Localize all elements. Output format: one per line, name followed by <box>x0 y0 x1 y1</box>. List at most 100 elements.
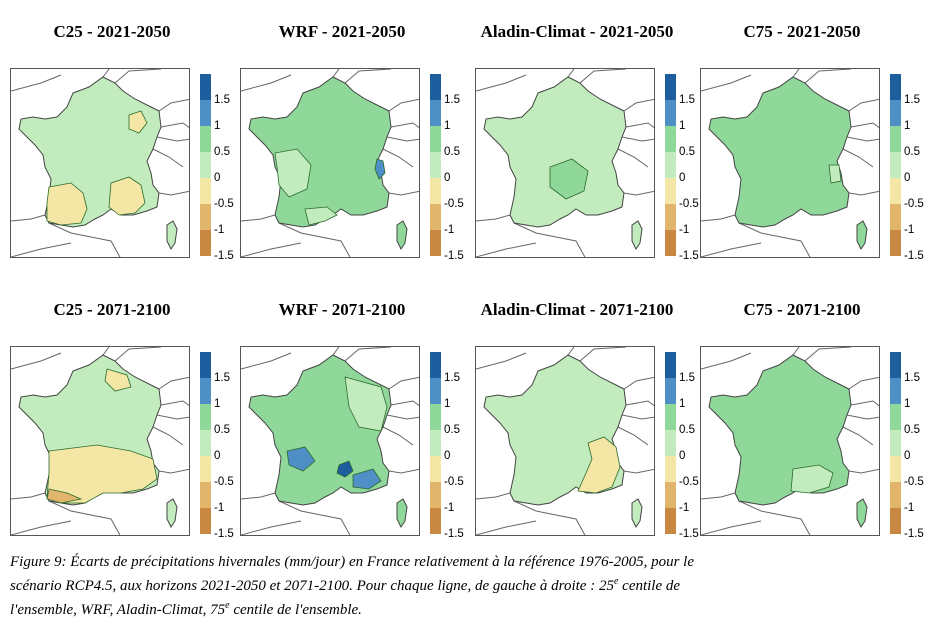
colorbar-segment <box>200 178 211 204</box>
country-border <box>476 74 527 92</box>
france-map <box>240 346 420 536</box>
country-border <box>848 98 879 112</box>
colorbar-segment <box>890 352 901 378</box>
country-border <box>701 214 736 222</box>
country-border <box>158 98 189 112</box>
colorbar-tick-label: -1 <box>679 224 690 236</box>
country-border <box>241 214 276 222</box>
colorbar-tick-label: -0.5 <box>444 476 464 488</box>
figure-caption: Figure 9: Écarts de précipitations hiver… <box>10 553 935 620</box>
country-border <box>156 414 189 420</box>
country-border <box>842 426 874 446</box>
colorbar-segment <box>890 378 901 404</box>
colorbar-tick-label: 0 <box>214 172 221 184</box>
colorbar-segment <box>665 404 676 430</box>
country-border <box>846 136 879 142</box>
country-border <box>850 122 879 129</box>
country-border <box>114 69 162 84</box>
anomaly-region-dry-se <box>108 176 146 216</box>
france-landmass <box>708 76 852 228</box>
country-border <box>701 352 752 370</box>
colorbar-tick-label: 0 <box>679 172 686 184</box>
colorbar-segment <box>430 204 441 230</box>
france-map <box>475 346 655 536</box>
france-map <box>240 68 420 258</box>
anomaly-region-blue-sw <box>286 446 316 472</box>
country-border <box>386 136 419 142</box>
colorbar-segment <box>890 482 901 508</box>
country-border <box>241 352 292 370</box>
panel-title: Aladin-Climat - 2071-2100 <box>480 300 674 319</box>
country-border <box>156 136 189 142</box>
colorbar-tick-label: -0.5 <box>679 476 699 488</box>
country-border <box>332 347 340 356</box>
panel-title: C25 - 2071-2100 <box>53 300 171 319</box>
country-border <box>390 122 419 129</box>
colorbar-segment <box>430 126 441 152</box>
country-border <box>623 468 654 474</box>
colorbar-tick-label: -0.5 <box>904 476 924 488</box>
colorbar-segment <box>200 230 211 256</box>
country-border <box>158 190 189 196</box>
colorbar-segment <box>665 352 676 378</box>
colorbar-segment <box>200 508 211 534</box>
colorbar-tick-label: 1 <box>444 120 451 132</box>
colorbar-tick-label: -1.5 <box>679 528 699 540</box>
country-border <box>804 69 852 84</box>
country-border <box>476 492 511 500</box>
colorbar-segment <box>200 204 211 230</box>
country-border <box>11 242 72 257</box>
anomaly-region-dark-cev <box>336 460 354 478</box>
colorbar-tick-label: 0.5 <box>679 424 695 436</box>
colorbar-tick-label: 1.5 <box>679 94 695 106</box>
country-border <box>842 148 874 168</box>
colorbar-segment <box>890 230 901 256</box>
country-border <box>848 190 879 196</box>
colorbar-tick-label: 0.5 <box>904 424 920 436</box>
panel-title: C25 - 2021-2050 <box>53 22 171 41</box>
country-border <box>623 98 654 112</box>
colorbar-tick-label: -1.5 <box>444 528 464 540</box>
corsica <box>631 220 643 250</box>
colorbar-tick-label: 1.5 <box>214 94 230 106</box>
panel-title: WRF - 2071-2100 <box>278 300 406 319</box>
country-border <box>160 122 189 129</box>
country-border <box>513 222 586 257</box>
colorbar-tick-label: 0 <box>444 450 451 462</box>
france-map <box>10 346 190 536</box>
colorbar <box>430 352 441 534</box>
colorbar-tick-label: 0.5 <box>214 424 230 436</box>
colorbar-segment <box>430 352 441 378</box>
country-border <box>846 414 879 420</box>
country-border <box>48 222 121 257</box>
country-border <box>241 520 302 535</box>
colorbar-tick-label: 1.5 <box>904 94 920 106</box>
colorbar-tick-label: 1 <box>904 120 911 132</box>
colorbar-tick-label: 1.5 <box>444 372 460 384</box>
country-border <box>114 347 162 362</box>
france-map <box>475 68 655 258</box>
anomaly-region-light-se <box>790 464 834 494</box>
colorbar-segment <box>665 152 676 178</box>
colorbar-segment <box>200 74 211 100</box>
colorbar-segment <box>200 152 211 178</box>
country-border <box>278 500 351 535</box>
colorbar-segment <box>890 508 901 534</box>
anomaly-region-blue-e <box>374 158 386 180</box>
colorbar-segment <box>890 404 901 430</box>
colorbar <box>430 74 441 256</box>
caption-line-1: Figure 9: Écarts de précipitations hiver… <box>10 554 695 570</box>
colorbar-tick-label: -0.5 <box>679 198 699 210</box>
colorbar-tick-label: -1.5 <box>904 528 924 540</box>
colorbar-segment <box>200 456 211 482</box>
country-border <box>152 426 184 446</box>
colorbar-segment <box>200 430 211 456</box>
colorbar-segment <box>665 178 676 204</box>
france-map <box>700 346 880 536</box>
colorbar-tick-label: 0.5 <box>679 146 695 158</box>
anomaly-region-blue-se <box>352 468 382 490</box>
country-border <box>617 426 649 446</box>
colorbar-tick-label: -1.5 <box>214 250 234 262</box>
colorbar-tick-label: -1 <box>444 224 455 236</box>
country-border <box>278 222 351 257</box>
